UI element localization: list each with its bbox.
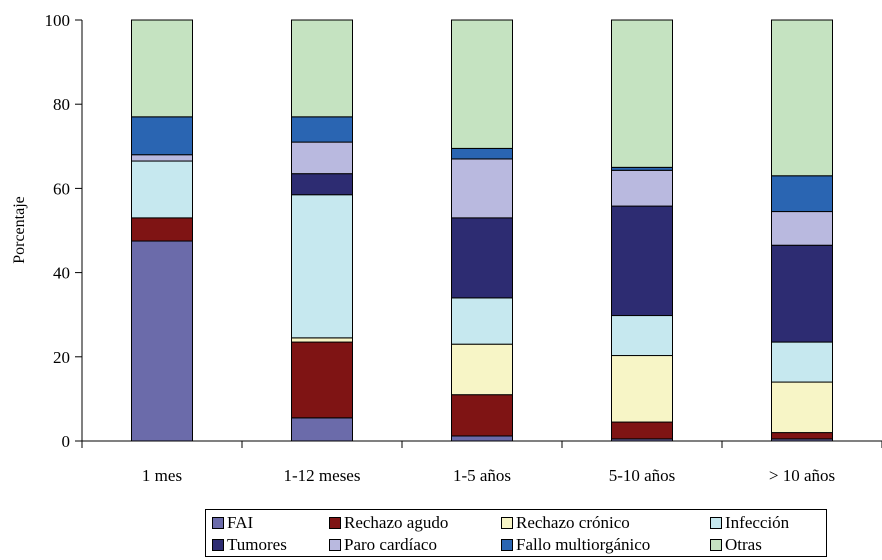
y-tick-label: 60 (53, 179, 70, 198)
legend-swatch (212, 517, 224, 529)
bar-segment (291, 337, 353, 343)
bar-segment (611, 19, 673, 168)
legend-item: Rechazo crónico (501, 512, 710, 534)
legend: FAI Rechazo agudo Rechazo crónico Infección… (205, 509, 827, 557)
y-tick-label: 0 (62, 432, 71, 451)
bar-segment (451, 217, 513, 299)
bars-layer (131, 19, 833, 442)
bar-segment (291, 116, 353, 143)
legend-swatch (710, 517, 722, 529)
legend-label: Paro cardíaco (344, 535, 437, 554)
bar-segment (291, 19, 353, 118)
y-tick-label: 40 (53, 264, 70, 283)
bar-segment (771, 175, 833, 213)
y-axis-ticks: 0 20 40 60 80 100 (45, 11, 82, 451)
bar-segment (291, 141, 353, 175)
bar-segment (131, 154, 193, 162)
bar-segment (771, 19, 833, 177)
bar-segment (291, 341, 353, 419)
bar-segment (611, 169, 673, 207)
bar-segment (451, 343, 513, 396)
legend-item: Infección (710, 512, 830, 534)
bar-segment (611, 355, 673, 423)
legend-label: Infección (725, 513, 790, 532)
bar-segment (451, 158, 513, 219)
legend-item: Fallo multiorgánico (501, 534, 710, 556)
bar-segment (451, 297, 513, 345)
bar-segment (771, 381, 833, 434)
bar-segment (771, 244, 833, 343)
x-tick-label: 1-12 meses (284, 466, 361, 485)
y-axis-label: Porcentaje (11, 196, 28, 264)
legend-swatch (329, 539, 341, 551)
legend-swatch (710, 539, 722, 551)
bar-segment (611, 315, 673, 357)
legend-item: Tumores (212, 534, 329, 556)
bar-segment (131, 217, 193, 242)
x-tick-label: 1-5 años (453, 466, 511, 485)
legend-swatch (501, 517, 513, 529)
bar-segment (451, 19, 513, 149)
bar-segment (611, 205, 673, 317)
bar-segment (771, 341, 833, 383)
legend-label: Fallo multiorgánico (516, 535, 651, 554)
legend-label: Otras (725, 535, 762, 554)
legend-swatch (212, 539, 224, 551)
legend-label: Tumores (227, 535, 287, 554)
bar-segment (451, 435, 513, 442)
bar-segment (611, 421, 673, 440)
x-tick-label: > 10 años (769, 466, 835, 485)
legend-item: Otras (710, 534, 830, 556)
bar-segment (131, 240, 193, 442)
y-tick-label: 20 (53, 348, 70, 367)
legend-swatch (329, 517, 341, 529)
bar-segment (451, 394, 513, 437)
x-tick-label: 1 mes (142, 466, 182, 485)
legend-label: Rechazo agudo (344, 513, 449, 532)
legend-item: Paro cardíaco (329, 534, 501, 556)
legend-item: FAI (212, 512, 329, 534)
bar-segment (131, 116, 193, 156)
bar-segment (451, 147, 513, 160)
legend-swatch (501, 539, 513, 551)
bar-segment (131, 19, 193, 118)
bar-segment (291, 173, 353, 196)
x-tick-label: 5-10 años (609, 466, 676, 485)
y-tick-label: 80 (53, 95, 70, 114)
bar-segment (131, 160, 193, 219)
y-tick-label: 100 (45, 11, 71, 30)
bar-segment (291, 194, 353, 339)
bar-segment (291, 417, 353, 442)
x-axis-ticks: 1 mes 1-12 meses 1-5 años 5-10 años > 10 año… (81, 441, 882, 485)
bar-segment (771, 211, 833, 246)
legend-label: Rechazo crónico (516, 513, 630, 532)
legend-item: Rechazo agudo (329, 512, 501, 534)
stacked-bar-chart: 0 20 40 60 80 100 1 mes 1-12 meses 1-5 años 5-10… (11, 11, 882, 485)
legend-label: FAI (227, 513, 254, 532)
bar-segment (771, 432, 833, 440)
